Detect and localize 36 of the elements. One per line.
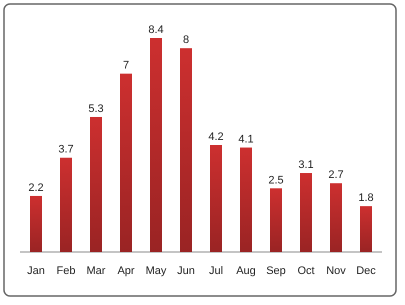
- data-label: 3.7: [58, 144, 74, 156]
- x-tick-label: Sep: [266, 265, 286, 277]
- x-tick-label: Feb: [56, 265, 76, 277]
- bar: [210, 145, 222, 252]
- x-tick-label: May: [146, 265, 167, 277]
- bar: [240, 148, 252, 252]
- data-label: 5.3: [88, 102, 104, 115]
- data-label: 4.1: [238, 134, 254, 146]
- x-tick-label: Jan: [27, 265, 45, 277]
- x-tick-label: Mar: [86, 265, 106, 277]
- data-label: 8.4: [148, 24, 164, 36]
- data-label: 2.5: [268, 174, 284, 186]
- data-label: 7: [122, 60, 130, 72]
- bar: [150, 38, 162, 252]
- x-tick-label: Jun: [177, 265, 195, 277]
- data-label: 3.1: [298, 159, 314, 172]
- bar: [300, 173, 312, 252]
- bar: [180, 48, 192, 252]
- data-label: 2.2: [28, 182, 44, 194]
- data-label: 8: [182, 34, 190, 46]
- bar: [60, 158, 72, 252]
- data-label: 2.7: [328, 169, 344, 182]
- x-tick-label: Nov: [326, 265, 346, 277]
- data-label: 1.8: [358, 192, 374, 204]
- bar: [90, 116, 102, 252]
- bar: [360, 206, 372, 252]
- bar: [270, 188, 282, 252]
- bar: [330, 183, 342, 252]
- x-tick-label: Oct: [297, 265, 315, 277]
- bar: [30, 196, 42, 252]
- x-tick-label: Jul: [208, 265, 224, 277]
- data-label: 4.2: [208, 131, 224, 143]
- x-tick-label: Dec: [356, 265, 376, 277]
- x-tick-label: Aug: [236, 265, 256, 277]
- bar: [120, 74, 132, 252]
- x-tick-label: Apr: [117, 265, 135, 277]
